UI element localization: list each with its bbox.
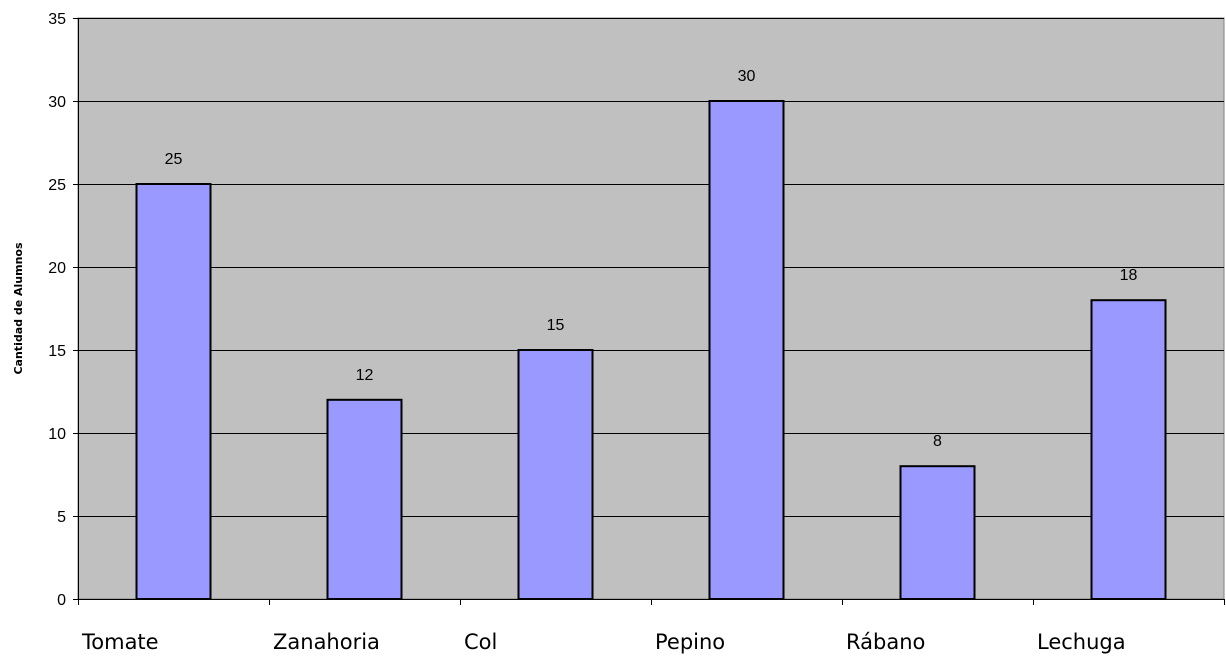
data-label: 15 xyxy=(547,317,565,334)
data-label: 8 xyxy=(933,433,942,450)
y-tick-label: 30 xyxy=(48,94,66,111)
data-label: 25 xyxy=(165,151,183,168)
bar-rábano xyxy=(899,465,976,601)
x-tick-label: Rábano xyxy=(846,630,925,654)
data-label: 30 xyxy=(738,68,756,85)
x-tick-label: Col xyxy=(464,630,497,654)
axes xyxy=(73,18,1225,605)
x-tick-label: Tomate xyxy=(81,630,159,654)
bars xyxy=(135,100,1167,601)
x-tick-label: Lechuga xyxy=(1037,630,1126,654)
gridlines xyxy=(78,18,1224,517)
plot-area xyxy=(77,17,1225,600)
bar-col xyxy=(517,349,594,600)
y-tick-label: 0 xyxy=(57,592,66,609)
y-tick-label: 15 xyxy=(48,343,66,360)
y-tick-label: 25 xyxy=(48,177,66,194)
y-tick-label: 20 xyxy=(48,260,66,277)
bar-pepino xyxy=(708,100,785,600)
y-tick-label: 35 xyxy=(48,11,66,28)
y-tick-label: 5 xyxy=(57,509,66,526)
bar-lechuga xyxy=(1090,299,1167,600)
y-tick-labels: 0 5 10 15 20 25 30 35 xyxy=(48,11,66,609)
bar-zanahoria xyxy=(326,398,403,600)
y-axis-title: Cantidad de Alumnos xyxy=(12,242,25,374)
y-tick-label: 10 xyxy=(48,426,66,443)
data-label: 12 xyxy=(356,367,374,384)
data-label: 18 xyxy=(1120,267,1138,284)
x-tick-label: Zanahoria xyxy=(273,630,380,654)
bar-tomate xyxy=(135,183,212,600)
x-tick-labels: Tomate Zanahoria Col Pepino Rábano Lechuga xyxy=(81,630,1126,654)
data-labels: 25 12 15 30 8 18 xyxy=(165,68,1138,450)
x-tick-label: Pepino xyxy=(655,630,725,654)
